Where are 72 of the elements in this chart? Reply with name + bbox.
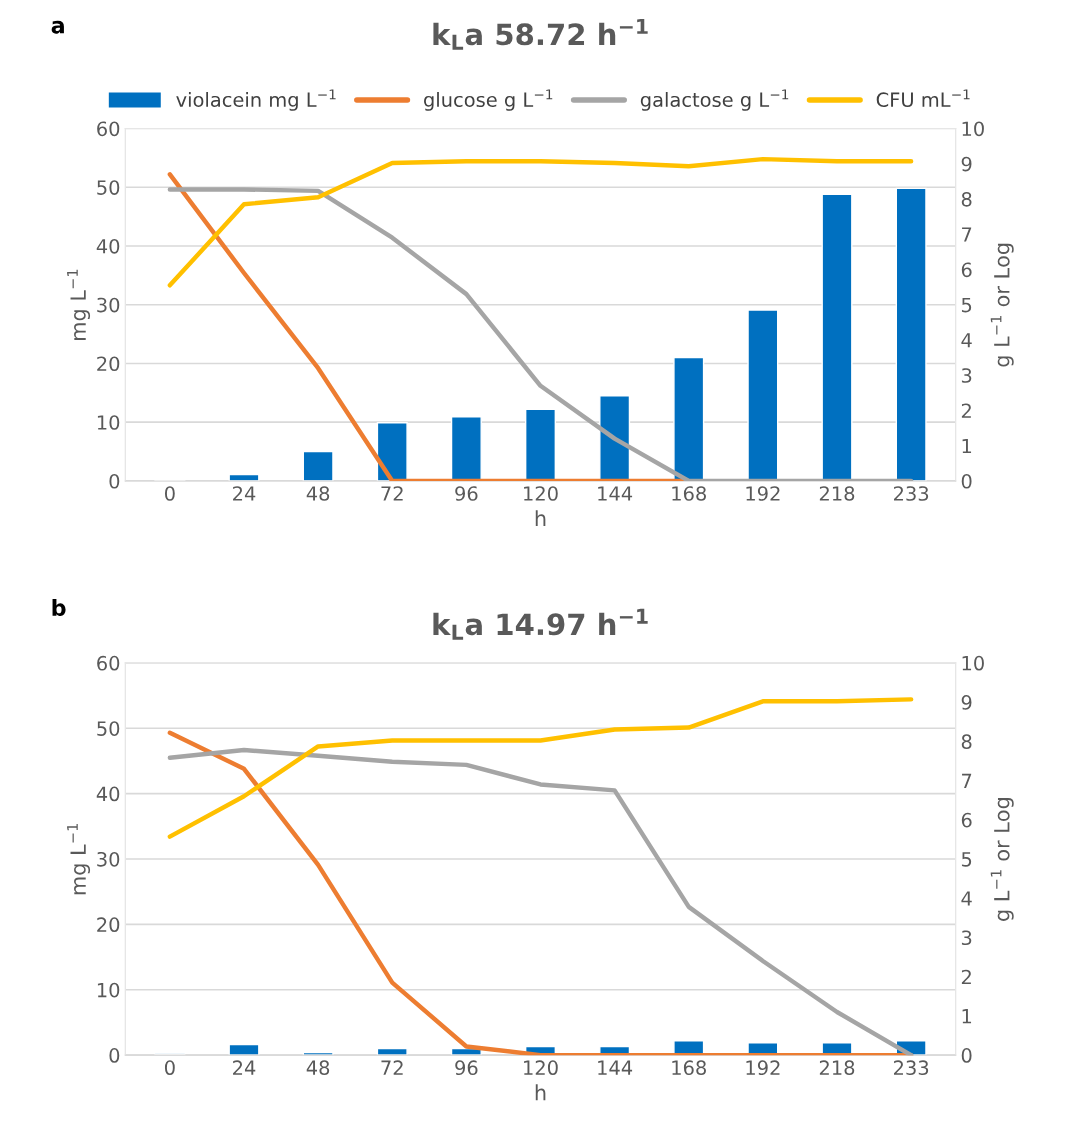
y-tick-label: 30 [97,851,120,867]
y2-axis-title: g L$^{−1}$ or Log [990,243,1014,367]
x-tick-label: 72 [381,486,403,501]
chart-title: k$_{L}$a 14.97 h$^{−1}$ [433,608,648,640]
y-tick-label: 40 [96,238,120,254]
y-tick-label: 50 [97,180,120,195]
y2-tick-label: 10 [962,655,984,671]
y2-tick-label: 7 [962,773,972,788]
y-axis-title: mg L$^{−1}$ [67,269,91,340]
y-tick-label: 60 [97,121,120,137]
x-tick-label: 72 [381,1060,403,1075]
x-tick-label: 48 [306,1060,330,1076]
x-tick-label: 218 [819,486,855,501]
x-tick-label: 168 [672,486,706,501]
y-tick-label: 20 [97,356,120,372]
x-tick-label: 233 [894,1060,929,1076]
x-tick-label: 24 [233,1060,256,1075]
y-tick-label: 20 [97,917,120,933]
y2-axis-title: g L$^{−1}$ or Log [990,798,1014,921]
x-tick-label: 144 [598,486,633,501]
y2-tick-label: 8 [961,734,972,749]
y-axis-title: mg L$^{−1}$ [67,823,91,895]
y2-tick-label: 10 [962,121,984,137]
y2-tick-label: 7 [962,227,972,242]
y2-tick-label: 0 [961,473,972,489]
y2-tick-label: 4 [961,333,972,348]
x-tick-label: 192 [746,486,780,501]
x-tick-label: 96 [455,486,478,501]
y2-tick-label: 2 [961,969,971,985]
chart-title: k$_{L}$a 58.72 h$^{−1}$ [433,18,648,50]
x-tick-label: 120 [524,486,558,501]
y2-tick-label: 4 [961,891,972,906]
y-tick-label: 10 [97,415,120,430]
x-tick-label: 96 [455,1060,478,1076]
y2-tick-label: 9 [961,156,972,172]
x-axis-title: h [535,510,546,527]
legend-label: glucose g L$^{−1}$ [424,89,553,111]
y2-tick-label: 0 [961,1048,972,1063]
y2-tick-label: 3 [961,930,972,946]
x-tick-label: 48 [306,486,330,501]
x-tick-label: 168 [672,1060,706,1076]
x-tick-label: 0 [164,1060,175,1076]
y2-tick-label: 1 [962,438,972,454]
legend-label: CFU mL$^{−1}$ [876,89,970,108]
y2-tick-label: 1 [962,1009,972,1024]
x-axis-title: h [535,1084,546,1101]
x-tick-label: 192 [746,1060,780,1076]
legend-label: violacein mg L$^{−1}$ [176,89,336,111]
y2-tick-label: 6 [961,262,972,278]
y-tick-label: 40 [96,786,120,802]
y-tick-label: 60 [97,655,120,671]
y-tick-label: 10 [97,982,120,998]
x-tick-label: 218 [819,1060,855,1076]
y-tick-label: 0 [109,1048,120,1063]
y2-tick-label: 5 [961,297,972,313]
y2-tick-label: 5 [961,852,972,867]
text: a [51,20,64,34]
y2-tick-label: 8 [961,191,972,207]
y2-tick-label: 3 [961,368,972,383]
y-tick-label: 50 [97,721,120,736]
y2-tick-label: 9 [961,695,972,710]
x-tick-label: 24 [233,486,256,501]
y2-tick-label: 6 [961,812,972,828]
x-tick-label: 0 [164,486,175,501]
y2-tick-label: 2 [961,403,971,418]
x-tick-label: 233 [894,486,929,501]
legend-label: galactose g L$^{−1}$ [640,89,789,111]
y-tick-label: 0 [109,473,120,489]
y-tick-label: 30 [97,297,120,313]
x-tick-label: 120 [524,1060,558,1076]
text: b [52,598,66,617]
x-tick-label: 144 [598,1060,633,1075]
